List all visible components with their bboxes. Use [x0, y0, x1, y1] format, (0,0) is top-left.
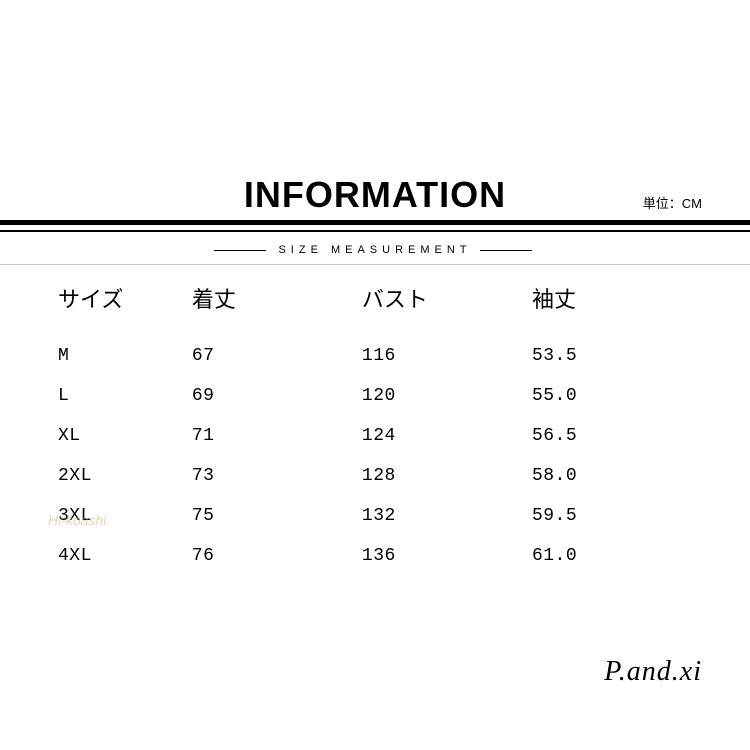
- table-row: XL 71 124 56.5: [48, 416, 702, 456]
- cell-length: 69: [192, 376, 362, 416]
- cell-sleeve: 55.0: [532, 376, 702, 416]
- cell-sleeve: 61.0: [532, 536, 702, 576]
- table-row: 2XL 73 128 58.0: [48, 456, 702, 496]
- cell-length: 75: [192, 496, 362, 536]
- cell-size: XL: [48, 416, 192, 456]
- divider-double-line: [0, 220, 750, 232]
- table-row: 3XL 75 132 59.5: [48, 496, 702, 536]
- cell-bust: 116: [362, 336, 532, 376]
- cell-bust: 120: [362, 376, 532, 416]
- cell-bust: 128: [362, 456, 532, 496]
- cell-length: 73: [192, 456, 362, 496]
- table-row: M 67 116 53.5: [48, 336, 702, 376]
- subtitle: SIZE MEASUREMENT: [278, 244, 471, 256]
- cell-length: 76: [192, 536, 362, 576]
- cell-bust: 124: [362, 416, 532, 456]
- watermark-label: Hi-koashi: [48, 512, 106, 528]
- cell-sleeve: 59.5: [532, 496, 702, 536]
- col-header-length: 着丈: [192, 270, 362, 336]
- col-header-bust: バスト: [362, 270, 532, 336]
- size-table: サイズ 着丈 バスト 袖丈 M 67 116 53.5 L 69 120 55.: [48, 270, 702, 576]
- cell-sleeve: 58.0: [532, 456, 702, 496]
- unit-label: 単位：CM: [643, 193, 702, 212]
- cell-size: L: [48, 376, 192, 416]
- subtitle-row: SIZE MEASUREMENT: [0, 240, 750, 258]
- table-row: L 69 120 55.0: [48, 376, 702, 416]
- header-section: INFORMATION 単位：CM SIZE MEASUREMENT: [0, 174, 750, 265]
- table-section: サイズ 着丈 バスト 袖丈 M 67 116 53.5 L 69 120 55.: [0, 270, 750, 576]
- cell-bust: 136: [362, 536, 532, 576]
- cell-sleeve: 53.5: [532, 336, 702, 376]
- divider-thin-line: [0, 264, 750, 265]
- cell-sleeve: 56.5: [532, 416, 702, 456]
- title-row: INFORMATION 単位：CM: [0, 174, 750, 220]
- main-title: INFORMATION: [244, 174, 506, 216]
- cell-size: 2XL: [48, 456, 192, 496]
- table-row: 4XL 76 136 61.0: [48, 536, 702, 576]
- col-header-size: サイズ: [48, 270, 192, 336]
- cell-size: M: [48, 336, 192, 376]
- table-header-row: サイズ 着丈 バスト 袖丈: [48, 270, 702, 336]
- cell-size: 4XL: [48, 536, 192, 576]
- cell-length: 67: [192, 336, 362, 376]
- brand-label: P.and.xi: [604, 656, 702, 688]
- cell-bust: 132: [362, 496, 532, 536]
- cell-length: 71: [192, 416, 362, 456]
- col-header-sleeve: 袖丈: [532, 270, 702, 336]
- page-container: INFORMATION 単位：CM SIZE MEASUREMENT サイズ 着…: [0, 0, 750, 750]
